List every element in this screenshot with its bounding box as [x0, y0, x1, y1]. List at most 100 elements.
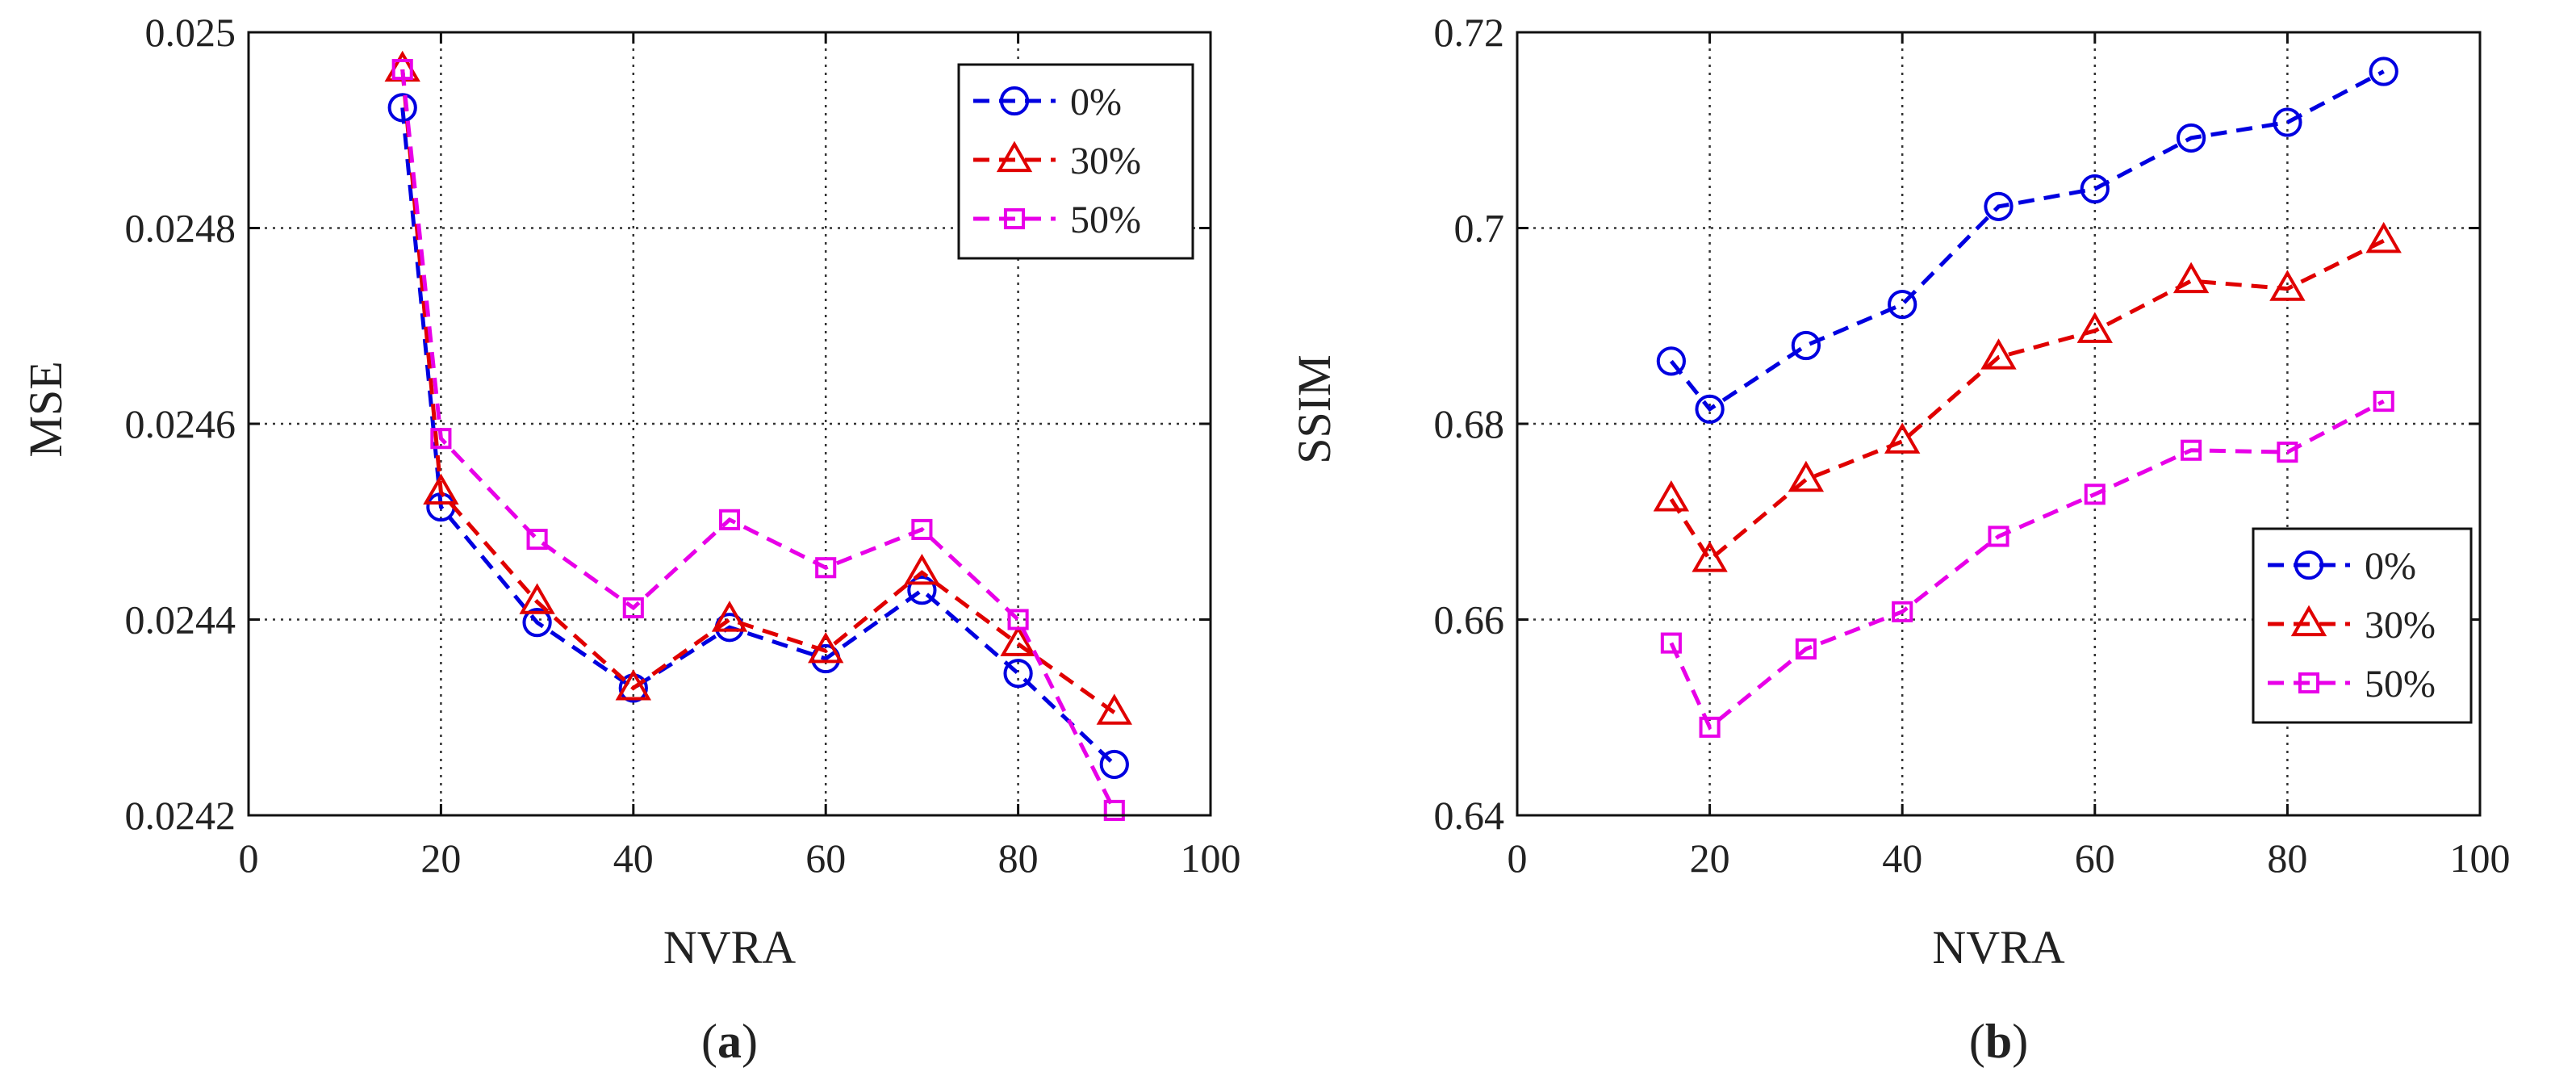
- legend-marker: [2290, 605, 2327, 637]
- data-point: [711, 601, 748, 632]
- data-point: [526, 529, 548, 551]
- grid-b: [1517, 32, 2480, 815]
- data-point: [1988, 526, 2009, 547]
- legend-marker: [1003, 207, 1026, 230]
- data-point: [2084, 484, 2106, 505]
- legend-marker: [2298, 672, 2320, 694]
- data-point: [1980, 338, 2017, 370]
- y-axis-label-a: MSE: [19, 361, 72, 457]
- data-point: [2172, 262, 2210, 294]
- legend-entry-label: 0%: [1070, 81, 1122, 124]
- data-point: [1003, 659, 1033, 689]
- series-a: [384, 50, 1132, 821]
- series-line: [400, 69, 1116, 714]
- data-point: [2080, 174, 2110, 204]
- series-line: [1669, 239, 2385, 563]
- legend-entry-label: 50%: [2365, 663, 2436, 706]
- axes-frame-b: [1516, 31, 2482, 817]
- data-point: [1884, 422, 1921, 454]
- data-point: [1103, 799, 1125, 821]
- legend-b: 0% 30% 50%: [2252, 527, 2473, 724]
- x-ticks-b: 0 20 40 60 80 100: [1508, 32, 2511, 881]
- x-tick-label: 60: [2075, 835, 2115, 881]
- x-tick-label: 20: [1690, 835, 1730, 881]
- data-point: [718, 509, 741, 530]
- legend-box: [2252, 527, 2473, 724]
- data-point: [2076, 312, 2113, 343]
- y-tick-label: 0.7: [1454, 206, 1505, 251]
- data-point: [1096, 693, 1132, 725]
- data-point: [2273, 107, 2302, 137]
- y-ticks-b: 0.64 0.66 0.68 0.7 0.72: [1434, 10, 2480, 838]
- y-ticks-a: 0.0242 0.0244 0.0246 0.0248 0.025: [125, 10, 1211, 838]
- y-tick-label: 0.64: [1434, 793, 1505, 838]
- legend-entry-label: 30%: [1070, 140, 1141, 182]
- data-point: [1660, 632, 1682, 654]
- legend-entry-label: 0%: [2365, 545, 2416, 588]
- data-point: [911, 518, 933, 541]
- legend-marker: [2294, 550, 2324, 580]
- x-tick-label: 40: [1882, 835, 1922, 881]
- x-tick-label: 80: [998, 835, 1039, 881]
- series-line: [400, 107, 1116, 766]
- data-point: [2176, 123, 2206, 153]
- data-point: [2369, 57, 2398, 86]
- data-point: [1699, 716, 1721, 738]
- x-tick-label: 100: [2450, 835, 2511, 881]
- series-b: [1653, 57, 2402, 738]
- y-tick-label: 0.66: [1434, 597, 1505, 643]
- chart-b: 0 20 40 60 80 100 0.64 0.66 0.68 0.7 0.72 NVRA SS…: [1288, 10, 2511, 1068]
- x-tick-label: 0: [1508, 835, 1528, 881]
- x-ticks-a: 0 20 40 60 80 100: [239, 32, 1241, 881]
- data-point: [2269, 270, 2306, 301]
- series-line: [1669, 69, 2385, 412]
- y-axis-label-b: SSIM: [1288, 354, 1340, 463]
- data-point: [423, 473, 459, 505]
- data-point: [1656, 346, 1686, 376]
- data-point: [1007, 609, 1029, 630]
- data-point: [387, 93, 417, 123]
- data-point: [1653, 480, 1690, 512]
- x-tick-label: 100: [1181, 835, 1241, 881]
- data-point: [430, 428, 452, 450]
- data-point: [808, 631, 844, 664]
- data-point: [391, 59, 413, 81]
- x-axis-label-b: NVRA: [1932, 921, 2064, 974]
- x-tick-label: 20: [420, 835, 461, 881]
- data-point: [1000, 625, 1036, 656]
- series-line: [400, 69, 1117, 812]
- x-tick-label: 0: [239, 835, 259, 881]
- series-line: [1669, 399, 2385, 731]
- x-tick-label: 60: [805, 835, 846, 881]
- x-axis-label-a: NVRA: [663, 921, 796, 974]
- data-point: [815, 557, 837, 579]
- y-tick-label: 0.025: [145, 10, 236, 55]
- panel-label-b: (b): [1969, 1015, 2028, 1068]
- legend-box: [957, 63, 1194, 260]
- data-point: [615, 669, 651, 701]
- x-tick-label: 40: [613, 835, 654, 881]
- panel-label-a: (a): [701, 1015, 758, 1068]
- y-tick-label: 0.0242: [125, 793, 236, 838]
- y-tick-label: 0.68: [1434, 401, 1505, 446]
- data-point: [2365, 221, 2402, 253]
- data-point: [522, 608, 552, 638]
- y-tick-label: 0.0248: [125, 206, 236, 251]
- data-point: [622, 597, 644, 619]
- data-point: [1692, 541, 1728, 572]
- legend-marker: [999, 86, 1030, 116]
- chart-a: 0 20 40 60 80 100 0.02420.02440.02460.02480.0…: [19, 10, 1241, 1068]
- y-tick-label: 0.0244: [125, 597, 236, 643]
- data-point: [1984, 191, 2014, 221]
- legend-a: 0% 30% 50%: [957, 63, 1194, 260]
- y-tick-label: 0.0246: [125, 401, 236, 446]
- data-point: [519, 583, 555, 614]
- legend-entry-label: 50%: [1070, 199, 1141, 241]
- data-point: [1795, 638, 1817, 660]
- data-point: [1695, 394, 1725, 424]
- y-tick-label: 0.72: [1434, 10, 1505, 55]
- data-point: [2181, 439, 2202, 461]
- data-point: [1892, 601, 1913, 622]
- data-point: [1788, 460, 1825, 492]
